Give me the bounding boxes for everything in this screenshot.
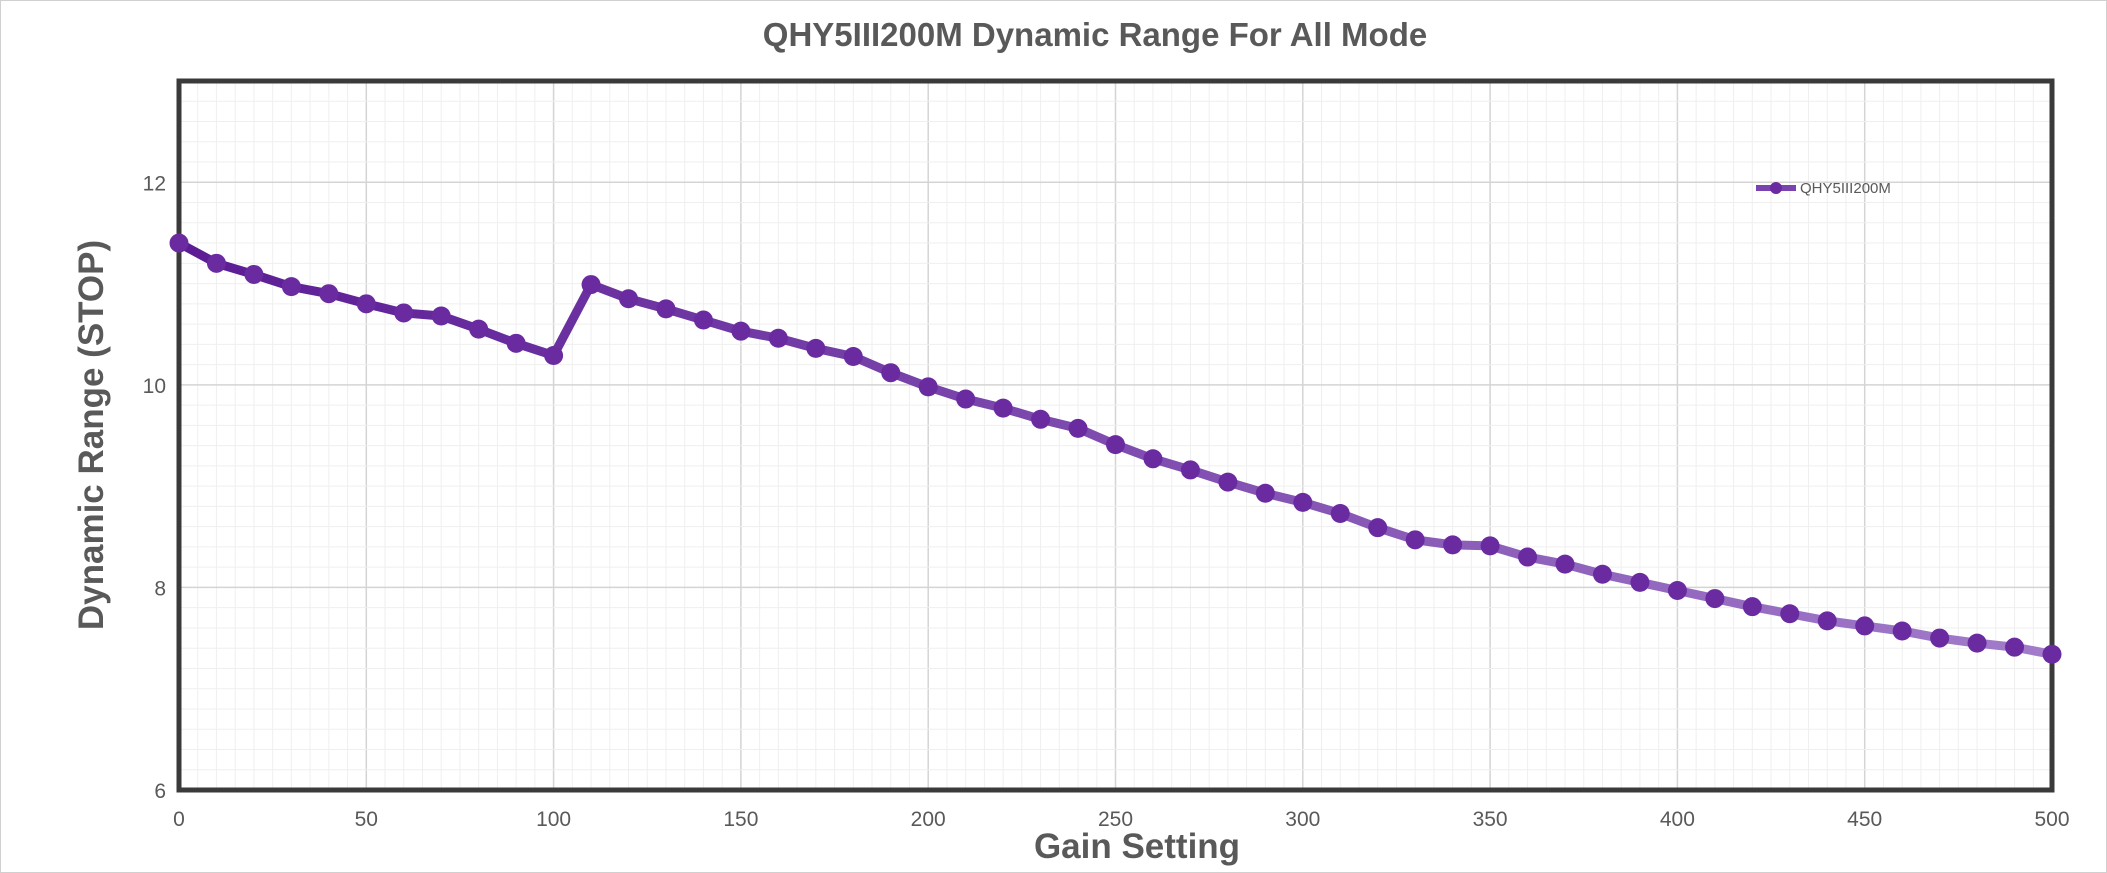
- legend[interactable]: QHY5III200M: [1756, 180, 1891, 197]
- x-tick-label: 350: [1473, 808, 1508, 831]
- x-tick-label: 100: [536, 808, 571, 831]
- data-point: [244, 264, 264, 284]
- x-tick-label: 450: [1847, 808, 1882, 831]
- data-point: [1405, 530, 1425, 550]
- x-tick-label: 0: [173, 808, 185, 831]
- data-point: [206, 253, 226, 273]
- data-point: [731, 321, 751, 341]
- data-point: [1480, 536, 1500, 556]
- data-point: [169, 233, 189, 253]
- data-point: [1255, 483, 1275, 503]
- data-point: [1780, 604, 1800, 624]
- data-point: [1143, 449, 1163, 469]
- data-point: [506, 333, 526, 353]
- chart-title: QHY5III200M Dynamic Range For All Mode: [763, 16, 1427, 53]
- data-point: [2042, 644, 2062, 664]
- data-point: [1967, 633, 1987, 653]
- data-point: [1068, 418, 1088, 438]
- data-point: [1031, 409, 1051, 429]
- data-point: [1592, 564, 1612, 584]
- data-point: [356, 294, 376, 314]
- x-tick-label: 250: [1098, 808, 1133, 831]
- data-point: [1293, 492, 1313, 512]
- data-point: [431, 306, 451, 326]
- data-point: [2005, 637, 2025, 657]
- data-point: [1667, 580, 1687, 600]
- data-point: [806, 338, 826, 358]
- x-tick-label: 200: [911, 808, 946, 831]
- series-qhy5iii200m: [169, 233, 2062, 664]
- legend-label: QHY5III200M: [1800, 180, 1891, 197]
- y-tick-label: 10: [143, 375, 166, 398]
- data-point: [1368, 518, 1388, 538]
- data-point: [1855, 616, 1875, 636]
- y-tick-label: 6: [154, 780, 166, 803]
- data-point: [693, 310, 713, 330]
- data-point: [319, 284, 339, 304]
- legend-marker: [1770, 182, 1782, 194]
- data-point: [1330, 503, 1350, 523]
- data-point: [918, 377, 938, 397]
- data-point: [281, 277, 301, 297]
- x-tick-label: 400: [1660, 808, 1695, 831]
- data-point: [469, 319, 489, 339]
- x-axis-label: Gain Setting: [1034, 827, 1240, 866]
- y-axis-label: Dynamic Range (STOP): [72, 240, 111, 630]
- data-point: [1518, 547, 1538, 567]
- data-point: [956, 389, 976, 409]
- data-point: [843, 346, 863, 366]
- data-point: [993, 398, 1013, 418]
- data-point: [1817, 611, 1837, 631]
- data-point: [1218, 472, 1238, 492]
- data-point: [881, 363, 901, 383]
- x-tick-label: 300: [1285, 808, 1320, 831]
- data-point: [619, 289, 639, 309]
- x-tick-label: 50: [355, 808, 378, 831]
- data-point: [394, 303, 414, 323]
- y-tick-label: 12: [143, 172, 166, 195]
- data-point: [1180, 460, 1200, 480]
- data-point: [1742, 597, 1762, 617]
- x-tick-label: 150: [723, 808, 758, 831]
- data-point: [1930, 628, 1950, 648]
- x-axis-ticks: 0 50 100 150 200 250 300 350 400 450 500: [173, 808, 2069, 831]
- x-tick-label: 500: [2034, 808, 2069, 831]
- data-point: [1892, 621, 1912, 641]
- data-point: [1630, 572, 1650, 592]
- data-point: [1555, 554, 1575, 574]
- y-axis-ticks: 6 8 10 12: [143, 172, 166, 803]
- data-point: [1705, 589, 1725, 609]
- data-point: [544, 345, 564, 365]
- plot-border: [176, 78, 2055, 793]
- y-tick-label: 8: [154, 577, 166, 600]
- data-point: [1443, 535, 1463, 555]
- data-point: [768, 328, 788, 348]
- data-point: [656, 299, 676, 319]
- data-point: [1106, 435, 1125, 455]
- data-point: [581, 275, 601, 295]
